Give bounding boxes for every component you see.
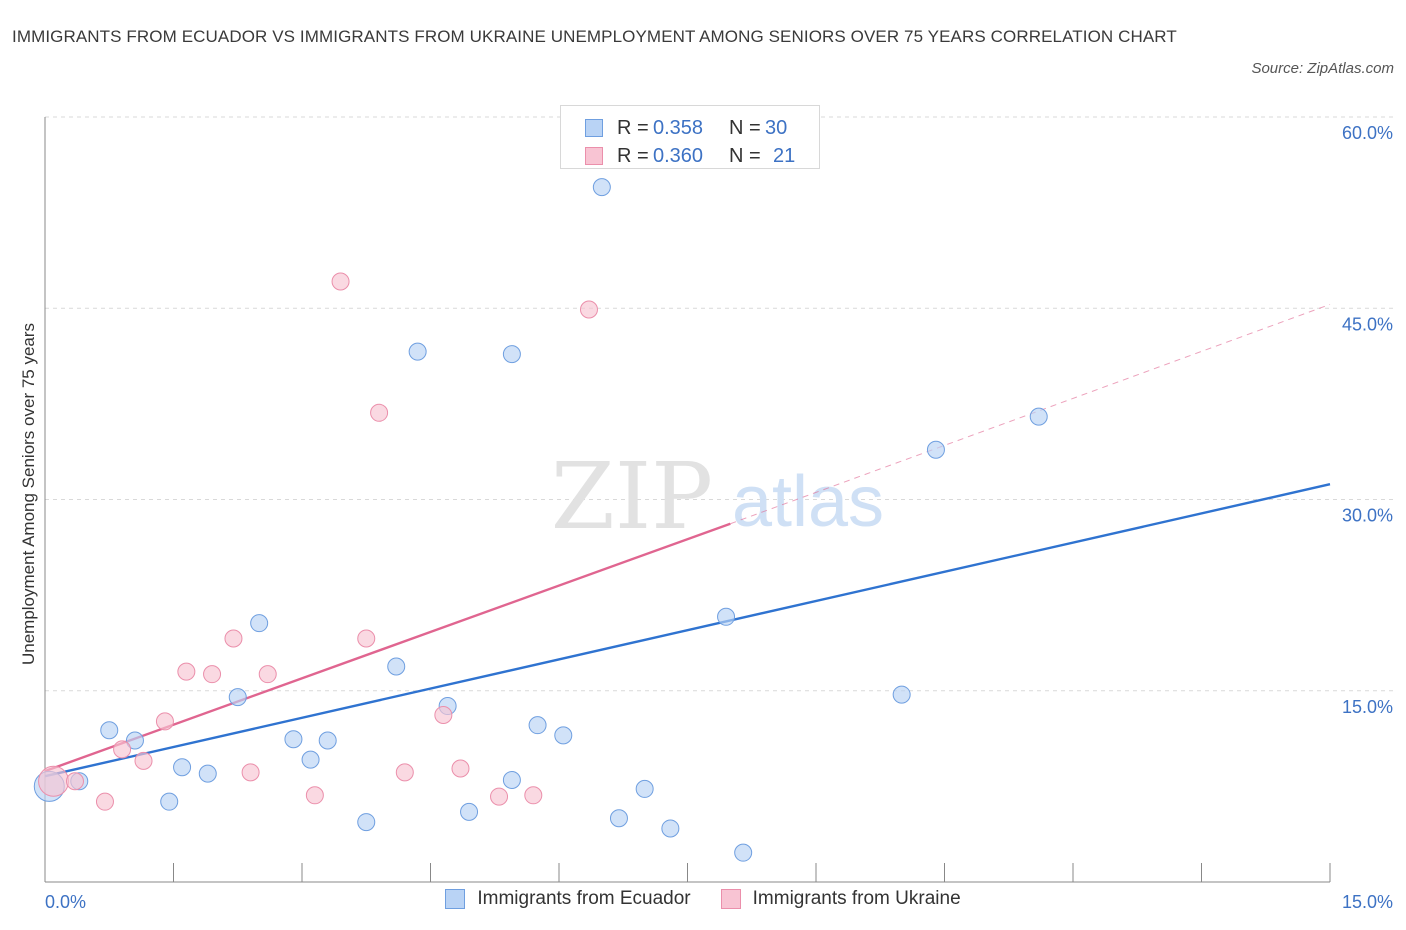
point-ecuador (284, 730, 303, 749)
point-ukraine (95, 792, 114, 811)
trendline-ecuador (44, 483, 1331, 778)
legend-swatch-ecuador (585, 119, 603, 137)
point-ecuador (173, 758, 192, 777)
legend-n-value-ecuador: 30 (765, 116, 788, 139)
point-ukraine (370, 403, 389, 422)
point-ecuador (717, 607, 736, 626)
point-ecuador (160, 792, 179, 811)
point-ecuador (502, 345, 521, 364)
point-ecuador (609, 809, 628, 828)
point-ecuador (460, 802, 479, 821)
point-ukraine (490, 787, 509, 806)
correlation-legend: R = 0.358 N = 30 R = 0.360 N = 21 (560, 105, 820, 169)
point-ecuador (926, 440, 945, 459)
chart-title: IMMIGRANTS FROM ECUADOR VS IMMIGRANTS FR… (12, 27, 1177, 46)
legend-row-ecuador: R = 0.358 N = 30 (585, 114, 787, 142)
point-ecuador (198, 764, 217, 783)
y-axis-label: Unemployment Among Seniors over 75 years (19, 323, 38, 665)
point-ecuador (892, 685, 911, 704)
point-ukraine (305, 786, 324, 805)
legend-label-ecuador: Immigrants from Ecuador (477, 888, 691, 909)
point-ukraine (434, 705, 453, 724)
watermark-atlas: atlas (732, 462, 884, 542)
point-ecuador (250, 614, 269, 633)
y-tick-label: 30.0% (1342, 506, 1393, 526)
point-ecuador (734, 843, 753, 862)
legend-r-label: R = (617, 144, 649, 167)
legend-n-label: N = (729, 144, 761, 167)
legend-row-ukraine: R = 0.360 N = 21 (585, 142, 795, 170)
point-ecuador (554, 726, 573, 745)
legend-n-value-ukraine: 21 (773, 144, 796, 167)
point-ecuador (408, 342, 427, 361)
legend-swatch-ukraine (585, 147, 603, 165)
legend-item-ecuador[interactable]: Immigrants from Ecuador (445, 888, 691, 910)
point-ukraine (65, 772, 84, 791)
point-ukraine (38, 765, 70, 797)
point-ecuador (1029, 407, 1048, 426)
point-ecuador (592, 178, 611, 197)
point-ukraine (241, 763, 260, 782)
point-ecuador (635, 779, 654, 798)
legend-swatch-ecuador (445, 889, 466, 909)
point-ukraine (224, 629, 243, 648)
legend-r-value-ecuador: 0.358 (653, 116, 704, 139)
point-ukraine (331, 272, 350, 291)
point-ukraine (357, 629, 376, 648)
point-ecuador (100, 721, 119, 740)
point-ukraine (203, 665, 222, 684)
trendline-ukraine (44, 522, 731, 773)
point-ukraine (155, 712, 174, 731)
legend-item-ukraine[interactable]: Immigrants from Ukraine (720, 888, 961, 910)
point-ecuador (528, 716, 547, 735)
point-ukraine (451, 759, 470, 778)
point-ukraine (395, 763, 414, 782)
legend-label-ukraine: Immigrants from Ukraine (752, 888, 961, 909)
point-ukraine (524, 786, 543, 805)
point-ecuador (357, 813, 376, 832)
point-ukraine (177, 662, 196, 681)
point-ukraine (258, 665, 277, 684)
point-ecuador (301, 750, 320, 769)
y-tick-label: 45.0% (1342, 314, 1393, 334)
point-ukraine (113, 740, 132, 759)
point-ecuador (387, 657, 406, 676)
point-ecuador (502, 771, 521, 789)
watermark-zip: ZIP (551, 443, 713, 550)
y-tick-label: 60.0% (1342, 123, 1393, 143)
series-legend: Immigrants from Ecuador Immigrants from … (0, 888, 1406, 910)
source-label: Source: ZipAtlas.com (1251, 60, 1394, 77)
legend-r-value-ukraine: 0.360 (653, 144, 704, 167)
y-tick-label: 15.0% (1342, 697, 1393, 717)
point-ukraine (134, 751, 153, 770)
legend-r-label: R = (617, 116, 649, 139)
legend-swatch-ukraine (720, 889, 741, 909)
legend-n-label: N = (729, 116, 761, 139)
point-ecuador (661, 819, 680, 838)
x-tick-label: 0.0% (45, 892, 86, 912)
x-tick-label: 15.0% (1342, 892, 1393, 912)
point-ukraine (579, 300, 598, 319)
point-ecuador (318, 731, 337, 750)
point-ecuador (125, 731, 144, 750)
point-ecuador (228, 688, 247, 707)
